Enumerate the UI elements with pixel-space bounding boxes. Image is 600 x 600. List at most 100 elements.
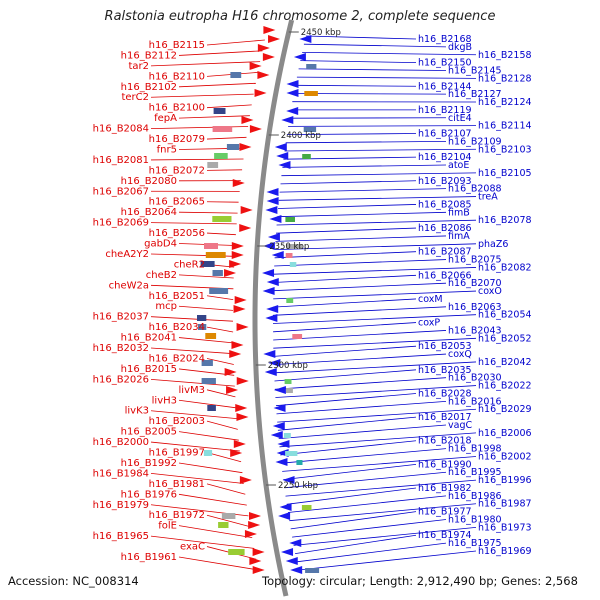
- reverse-gene-label[interactable]: dkgB: [448, 42, 472, 53]
- forward-gene-label[interactable]: folE: [158, 521, 177, 532]
- reverse-gene-label[interactable]: h16_B2085: [418, 199, 472, 210]
- forward-gene-label[interactable]: h16_B1972: [149, 510, 205, 521]
- forward-gene-label[interactable]: livH3: [152, 395, 177, 406]
- forward-gene-label[interactable]: cheA2Y2: [105, 249, 149, 260]
- forward-gene-label[interactable]: fnr5: [157, 144, 177, 155]
- reverse-gene-label[interactable]: citE4: [448, 113, 472, 124]
- gene-labels[interactable]: h16_B2115h16_B2112tar2h16_B2110h16_B2102…: [93, 34, 532, 563]
- reverse-gene-label[interactable]: h16_B2127: [448, 89, 502, 100]
- reverse-gene-label[interactable]: h16_B2104: [418, 152, 472, 163]
- forward-gene-label[interactable]: h16_B2005: [121, 427, 177, 438]
- reverse-gene-label[interactable]: h16_B1990: [418, 459, 472, 470]
- reverse-gene-label[interactable]: phaZ6: [478, 239, 508, 250]
- forward-gene-label[interactable]: tar2: [128, 61, 149, 72]
- reverse-gene-label[interactable]: h16_B2063: [448, 302, 502, 313]
- reverse-gene-label[interactable]: fimB: [448, 207, 470, 218]
- reverse-gene-label[interactable]: h16_B1975: [448, 538, 502, 549]
- reverse-gene-label[interactable]: h16_B2035: [418, 365, 472, 376]
- forward-gene-label[interactable]: h16_B1976: [121, 489, 177, 500]
- forward-gene-label[interactable]: h16_B1997: [149, 448, 205, 459]
- forward-gene-label[interactable]: h16_B2079: [149, 134, 205, 145]
- reverse-gene-label[interactable]: h16_B2103: [478, 144, 532, 155]
- reverse-gene-label[interactable]: vagC: [448, 420, 472, 431]
- reverse-gene-label[interactable]: h16_B2002: [478, 451, 532, 462]
- reverse-gene-label[interactable]: atoE: [448, 160, 469, 171]
- reverse-gene-label[interactable]: h16_B1969: [478, 546, 532, 557]
- reverse-gene-label[interactable]: h16_B2075: [448, 255, 502, 266]
- reverse-gene-label[interactable]: h16_B1977: [418, 507, 472, 518]
- reverse-gene-label[interactable]: h16_B2018: [418, 436, 472, 447]
- reverse-gene-label[interactable]: h16_B2150: [418, 58, 472, 69]
- reverse-gene-label[interactable]: h16_B2114: [478, 121, 532, 132]
- reverse-gene-label[interactable]: h16_B1973: [478, 522, 532, 533]
- forward-gene-label[interactable]: h16_B2056: [149, 228, 205, 239]
- reverse-gene-label[interactable]: h16_B2053: [418, 341, 472, 352]
- reverse-gene-label[interactable]: h16_B2145: [448, 66, 502, 77]
- forward-gene-label[interactable]: livK3: [125, 406, 149, 417]
- forward-gene-label[interactable]: h16_B2015: [121, 364, 177, 375]
- forward-gene-label[interactable]: h16_B2037: [93, 312, 149, 323]
- forward-gene-label[interactable]: h16_B1965: [93, 531, 149, 542]
- reverse-gene-label[interactable]: h16_B2168: [418, 34, 472, 45]
- reverse-gene-label[interactable]: h16_B2054: [478, 310, 532, 321]
- forward-gene-label[interactable]: h16_B1984: [93, 468, 149, 479]
- reverse-gene-label[interactable]: h16_B2086: [418, 223, 472, 234]
- reverse-gene-label[interactable]: h16_B2105: [478, 168, 532, 179]
- forward-gene-label[interactable]: cheW2a: [109, 280, 149, 291]
- forward-gene-label[interactable]: h16_B2003: [149, 416, 205, 427]
- reverse-gene-label[interactable]: coxQ: [448, 349, 472, 360]
- reverse-gene-label[interactable]: h16_B1995: [448, 467, 502, 478]
- forward-gene-label[interactable]: h16_B2100: [149, 103, 205, 114]
- forward-gene-label[interactable]: fepA: [154, 113, 177, 124]
- forward-gene-label[interactable]: h16_B1979: [93, 500, 149, 511]
- reverse-gene-label[interactable]: h16_B2017: [418, 412, 472, 423]
- reverse-gene-label[interactable]: h16_B2042: [478, 357, 532, 368]
- reverse-gene-label[interactable]: h16_B2029: [478, 404, 532, 415]
- reverse-gene-label[interactable]: h16_B2107: [418, 129, 472, 140]
- reverse-gene-label[interactable]: coxM: [418, 294, 443, 305]
- forward-gene-label[interactable]: h16_B2000: [93, 437, 149, 448]
- reverse-gene-label[interactable]: h16_B2158: [478, 50, 532, 61]
- reverse-gene-label[interactable]: h16_B1998: [448, 444, 502, 455]
- forward-gene-label[interactable]: cheB2: [146, 270, 177, 281]
- forward-gene-label[interactable]: h16_B2065: [149, 197, 205, 208]
- reverse-gene-label[interactable]: h16_B1987: [478, 499, 532, 510]
- forward-gene-label[interactable]: h16_B2102: [121, 82, 177, 93]
- reverse-gene-label[interactable]: h16_B2028: [418, 388, 472, 399]
- forward-gene-label[interactable]: h16_B2069: [93, 218, 149, 229]
- reverse-gene-label[interactable]: h16_B2052: [478, 333, 532, 344]
- reverse-gene-label[interactable]: fimA: [448, 231, 470, 242]
- forward-gene-label[interactable]: terC2: [121, 92, 149, 103]
- reverse-gene-label[interactable]: h16_B1974: [418, 530, 472, 541]
- reverse-gene-label[interactable]: h16_B2124: [478, 97, 532, 108]
- reverse-gene-label[interactable]: h16_B2119: [418, 105, 472, 116]
- forward-gene-label[interactable]: h16_B2051: [149, 291, 205, 302]
- reverse-gene-label[interactable]: coxO: [478, 286, 502, 297]
- forward-gene-label[interactable]: h16_B2115: [149, 40, 205, 51]
- reverse-gene-label[interactable]: h16_B2030: [448, 373, 502, 384]
- forward-gene-label[interactable]: h16_B1992: [121, 458, 177, 469]
- reverse-gene-label[interactable]: h16_B2016: [448, 396, 502, 407]
- forward-gene-label[interactable]: mcp: [155, 301, 177, 312]
- reverse-gene-label[interactable]: h16_B1982: [418, 483, 472, 494]
- forward-gene-label[interactable]: h16_B2080: [121, 176, 177, 187]
- reverse-gene-label[interactable]: h16_B2128: [478, 73, 532, 84]
- forward-gene-label[interactable]: h16_B2064: [121, 207, 177, 218]
- reverse-gene-label[interactable]: h16_B2022: [478, 381, 532, 392]
- forward-gene-label[interactable]: h16_B1961: [121, 552, 177, 563]
- reverse-gene-label[interactable]: h16_B2088: [448, 184, 502, 195]
- reverse-gene-label[interactable]: h16_B2144: [418, 81, 472, 92]
- forward-gene-label[interactable]: h16_B2081: [93, 155, 149, 166]
- forward-gene-label[interactable]: h16_B2026: [93, 374, 149, 385]
- forward-gene-label[interactable]: h16_B1981: [149, 479, 205, 490]
- forward-gene-label[interactable]: h16_B2034: [149, 322, 205, 333]
- reverse-gene-label[interactable]: h16_B2078: [478, 215, 532, 226]
- reverse-gene-label[interactable]: h16_B2082: [478, 262, 532, 273]
- reverse-gene-label[interactable]: treA: [478, 192, 498, 203]
- reverse-gene-label[interactable]: h16_B2043: [448, 325, 502, 336]
- forward-gene-label[interactable]: cheR2: [174, 259, 205, 270]
- reverse-gene-label[interactable]: h16_B2070: [448, 278, 502, 289]
- forward-gene-label[interactable]: h16_B2084: [93, 124, 149, 135]
- forward-gene-label[interactable]: h16_B2041: [121, 333, 177, 344]
- reverse-gene-label[interactable]: h16_B1996: [478, 475, 532, 486]
